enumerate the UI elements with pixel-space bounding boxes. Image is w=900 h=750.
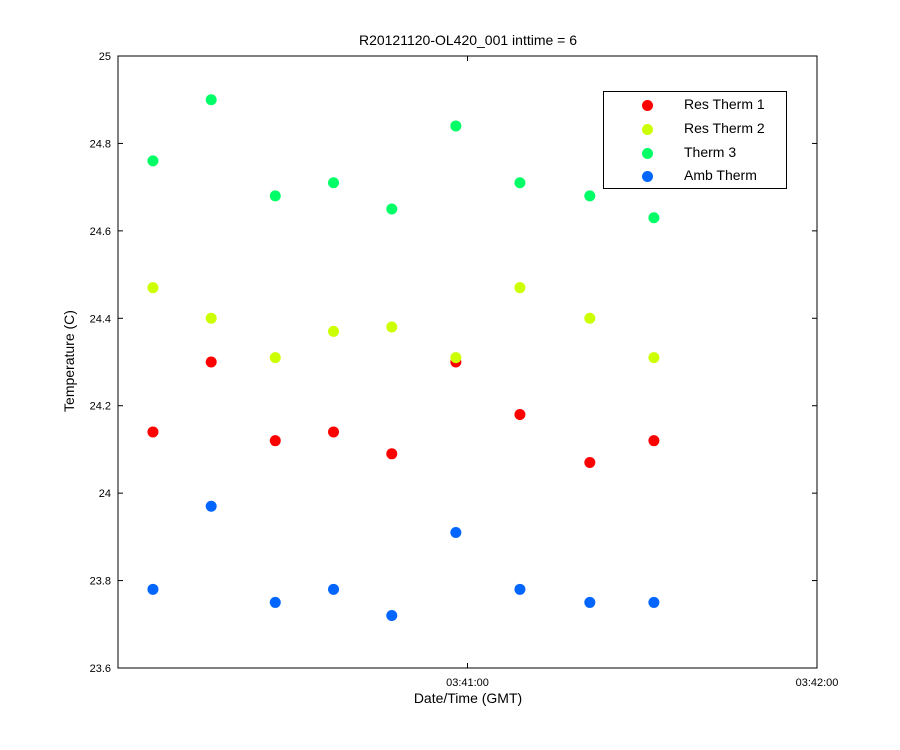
data-point-res-therm-2 [205,312,217,324]
data-point-amb-therm [584,596,596,608]
y-tick-label: 24.6 [90,226,111,238]
data-point-res-therm-1 [648,435,660,447]
data-point-amb-therm [648,596,660,608]
x-axis: 03:41:00 03:42:00 [446,56,838,689]
data-point-res-therm-2 [269,352,281,364]
legend-label-amb-therm: Amb Therm [684,167,757,183]
data-point-therm-3 [328,177,340,189]
legend-label-res-therm-1: Res Therm 1 [684,96,765,112]
data-point-res-therm-2 [514,282,526,294]
data-point-therm-3 [584,190,596,202]
legend-label-therm-3: Therm 3 [684,144,737,160]
legend-marker-res-therm-2 [642,124,653,135]
data-point-amb-therm [328,583,340,595]
data-point-therm-3 [450,120,462,132]
data-point-res-therm-1 [584,457,596,469]
y-tick-label: 23.8 [90,576,111,588]
y-tick-label: 24.4 [90,313,111,325]
legend-marker-res-therm-1 [642,100,653,111]
data-point-res-therm-1 [328,426,340,438]
data-point-amb-therm [205,500,217,512]
legend-entry-amb-therm: Amb Therm [604,166,786,186]
y-tick-label: 24.8 [90,138,111,150]
legend-entry-res-therm-2: Res Therm 2 [604,119,786,139]
y-axis-label: Temperature (C) [61,310,77,412]
y-axis: 23.6 23.8 24 24.2 24.4 24.6 24.8 25 [90,51,817,675]
y-tick-label: 25 [99,51,111,63]
data-point-therm-3 [147,155,159,167]
data-points [147,94,660,622]
data-point-therm-3 [205,94,217,106]
x-tick-label: 03:41:00 [446,677,489,689]
data-point-res-therm-2 [147,282,159,294]
x-tick-label: 03:42:00 [796,677,839,689]
data-point-res-therm-2 [328,325,340,337]
y-tick-label: 23.6 [90,663,111,675]
data-point-res-therm-1 [269,435,281,447]
data-point-therm-3 [648,212,660,224]
legend-entry-therm-3: Therm 3 [604,143,786,163]
data-point-res-therm-1 [147,426,159,438]
data-point-res-therm-1 [514,408,526,420]
y-tick-label: 24 [99,488,111,500]
data-point-amb-therm [269,596,281,608]
data-point-res-therm-2 [648,352,660,364]
data-point-therm-3 [386,203,398,215]
y-tick-label: 24.2 [90,401,111,413]
chart-title: R20121120-OL420_001 inttime = 6 [358,32,578,48]
legend-entry-res-therm-1: Res Therm 1 [604,95,786,115]
data-point-res-therm-2 [450,352,462,364]
data-point-res-therm-2 [584,312,596,324]
data-point-res-therm-1 [386,448,398,460]
data-point-amb-therm [147,583,159,595]
legend-marker-amb-therm [642,171,653,182]
x-axis-label: Date/Time (GMT) [413,690,523,706]
data-point-res-therm-1 [205,356,217,368]
legend-label-res-therm-2: Res Therm 2 [684,120,765,136]
data-point-therm-3 [269,190,281,202]
data-point-res-therm-2 [386,321,398,333]
data-point-amb-therm [514,583,526,595]
data-point-amb-therm [450,526,462,538]
legend-marker-therm-3 [642,148,653,159]
data-point-therm-3 [514,177,526,189]
legend: Res Therm 1 Res Therm 2 Therm 3 Amb Ther… [603,91,787,189]
data-point-amb-therm [386,610,398,622]
